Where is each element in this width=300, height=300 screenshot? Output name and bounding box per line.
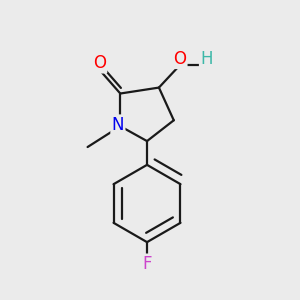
- Text: H: H: [200, 50, 213, 68]
- Text: N: N: [112, 116, 124, 134]
- Text: F: F: [142, 255, 152, 273]
- Text: O: O: [173, 50, 186, 68]
- Text: O: O: [93, 54, 106, 72]
